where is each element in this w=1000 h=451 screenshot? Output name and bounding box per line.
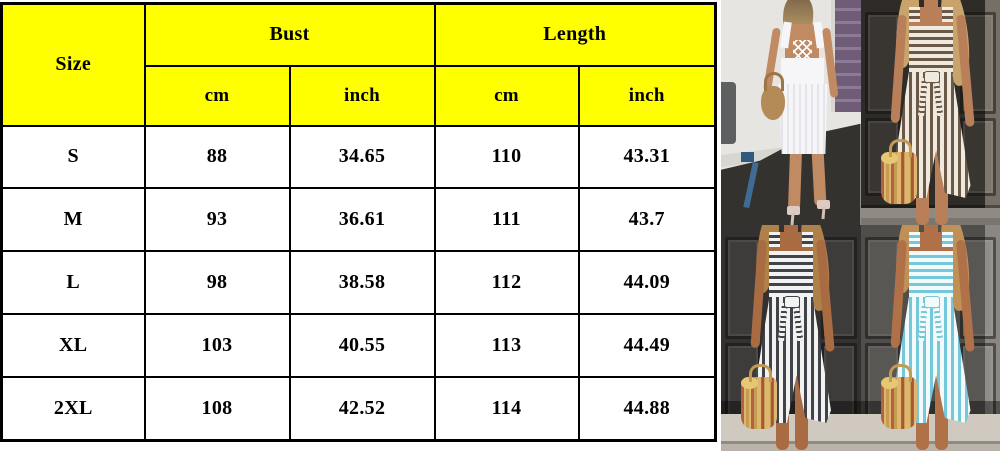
straw-handbag bbox=[880, 364, 917, 429]
table-row: S 88 34.65 110 43.31 bbox=[0, 124, 717, 190]
pavement bbox=[860, 205, 1000, 225]
model-leg bbox=[787, 149, 803, 211]
value-cell: 88 bbox=[143, 124, 291, 190]
product-photo-black-striped-dress bbox=[721, 225, 861, 451]
high-heel-shoe bbox=[817, 200, 830, 209]
value-cell: 108 bbox=[143, 375, 291, 442]
value-cell: 36.61 bbox=[288, 187, 436, 253]
table-row: 2XL 108 42.52 114 44.88 bbox=[0, 375, 717, 442]
value-cell: 44.49 bbox=[577, 312, 717, 378]
bag-pompom bbox=[880, 377, 898, 389]
value-cell: 110 bbox=[433, 124, 580, 190]
header-bust: Bust bbox=[143, 2, 436, 67]
bag-pompom bbox=[741, 377, 758, 389]
pipe-fitting bbox=[741, 152, 754, 162]
straw-handbag bbox=[741, 364, 777, 429]
dress-strap bbox=[802, 232, 813, 247]
table-header-row: Size Bust Length bbox=[0, 2, 717, 127]
size-cell: M bbox=[0, 187, 146, 253]
value-cell: 34.65 bbox=[288, 124, 436, 190]
dress-bodice bbox=[908, 26, 953, 74]
high-heel-shoe bbox=[787, 206, 800, 215]
value-cell: 43.31 bbox=[577, 124, 717, 190]
size-cell: S bbox=[0, 124, 146, 190]
table-row: M 93 36.61 111 43.7 bbox=[0, 187, 717, 253]
size-chart-section: Size Bust Length cm inch cm inch S 88 34… bbox=[0, 2, 717, 442]
product-photo-blue-striped-dress bbox=[860, 225, 1000, 451]
value-cell: 112 bbox=[433, 250, 580, 315]
product-photo-white-dress-back-view bbox=[721, 0, 861, 225]
value-cell: 40.55 bbox=[288, 312, 436, 378]
waist-bow bbox=[784, 296, 800, 308]
product-photo-brown-striped-dress bbox=[860, 0, 1000, 225]
subheader-bust-cm: cm bbox=[143, 64, 291, 127]
subheader-bust-inch: inch bbox=[288, 64, 436, 127]
value-cell: 44.88 bbox=[577, 375, 717, 442]
value-cell: 38.58 bbox=[288, 250, 436, 315]
subheader-length-inch: inch bbox=[577, 64, 717, 127]
subheader-length-cm: cm bbox=[433, 64, 580, 127]
lace-up-back-detail bbox=[793, 40, 812, 60]
table-row: L 98 38.58 112 44.09 bbox=[0, 250, 717, 315]
value-cell: 103 bbox=[143, 312, 291, 378]
table-row: XL 103 40.55 113 44.49 bbox=[0, 312, 717, 378]
wall-edge bbox=[985, 0, 1000, 225]
dress-strap bbox=[769, 232, 780, 247]
header-size: Size bbox=[0, 2, 146, 127]
table-subheader-row: cm inch cm inch bbox=[2, 64, 717, 127]
dress-skirt bbox=[778, 84, 828, 154]
product-photo-grid bbox=[721, 0, 1000, 451]
dress-bodice bbox=[781, 58, 824, 86]
dress-strap bbox=[908, 7, 920, 22]
size-cell: 2XL bbox=[0, 375, 146, 442]
size-cell: L bbox=[0, 250, 146, 315]
size-chart-table: Size Bust Length cm inch cm inch S 88 34… bbox=[0, 2, 717, 442]
waist-bow bbox=[923, 296, 940, 308]
value-cell: 98 bbox=[143, 250, 291, 315]
value-cell: 111 bbox=[433, 187, 580, 253]
dress-strap bbox=[941, 232, 953, 247]
wall-post bbox=[721, 82, 736, 144]
value-cell: 113 bbox=[433, 312, 580, 378]
value-cell: 93 bbox=[143, 187, 291, 253]
value-cell: 43.7 bbox=[577, 187, 717, 253]
dress-strap bbox=[941, 7, 953, 22]
wall-edge bbox=[985, 225, 1000, 451]
value-cell: 44.09 bbox=[577, 250, 717, 315]
value-cell: 114 bbox=[433, 375, 580, 442]
dress-bodice bbox=[769, 251, 813, 299]
bag-pompom bbox=[880, 152, 898, 164]
value-cell: 42.52 bbox=[288, 375, 436, 442]
dress-bodice bbox=[908, 251, 953, 299]
size-cell: XL bbox=[0, 312, 146, 378]
waist-bow bbox=[923, 71, 940, 83]
tan-handbag bbox=[761, 72, 785, 120]
dress-strap bbox=[908, 232, 920, 247]
straw-handbag bbox=[880, 139, 917, 204]
header-length: Length bbox=[433, 2, 717, 67]
